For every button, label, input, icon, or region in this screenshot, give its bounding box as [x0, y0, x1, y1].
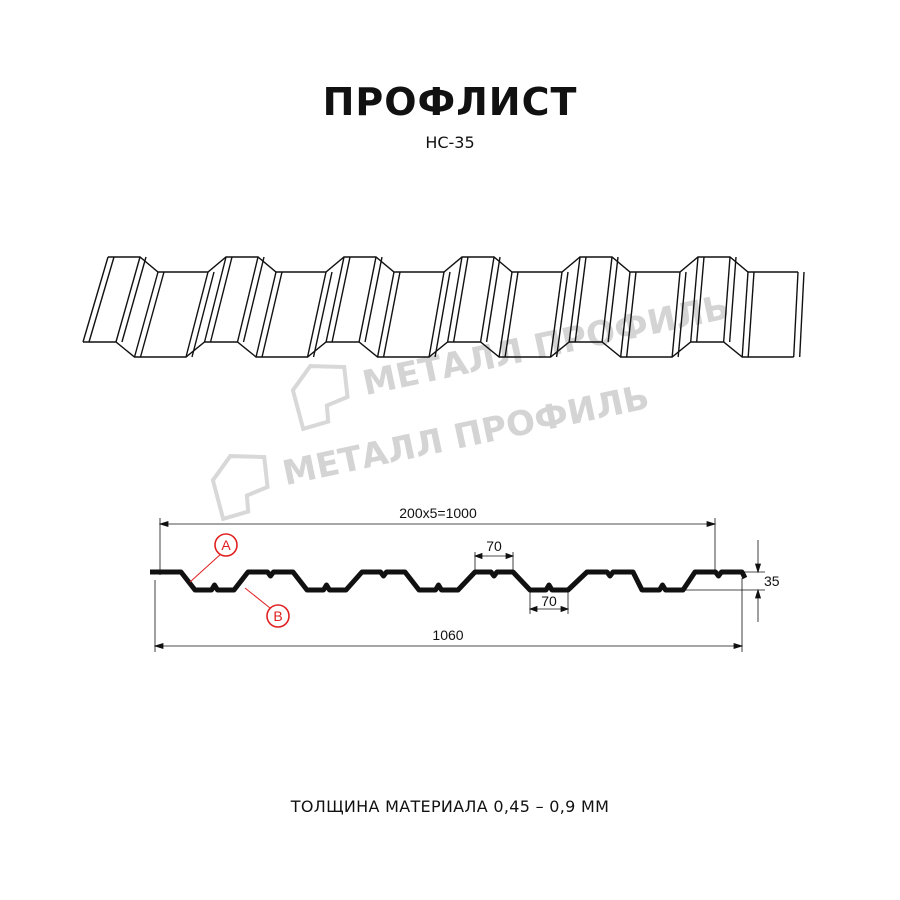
sheet-rib-line: [452, 256, 469, 343]
cover-width-label: 200x5=1000: [399, 505, 477, 521]
watermark-text: МЕТАЛЛ ПРОФИЛЬ: [279, 377, 653, 494]
sheet-rib-line: [209, 256, 233, 343]
sheet-fold-line: [601, 256, 613, 343]
section-outline: [150, 569, 748, 593]
sheet-fold-line: [479, 256, 495, 343]
profile-cross-section: [150, 569, 748, 593]
sheet-fold-line: [306, 271, 327, 358]
sheet-rib-line: [504, 271, 519, 358]
sheet-fold-line: [722, 256, 731, 343]
sheet-rib-line: [625, 271, 637, 358]
sheet-rib-line: [728, 256, 737, 343]
sheet-rib-line: [677, 271, 687, 358]
sheet-fold-line: [690, 256, 699, 343]
sheet-rib-line: [88, 256, 115, 343]
sheet-rib-line: [607, 256, 619, 343]
crest-width-label: 70: [486, 538, 502, 554]
sheet-rib-line: [382, 271, 401, 358]
sheet-bottom-edge: [83, 341, 794, 358]
sheet-rib-line: [242, 256, 265, 343]
sheet-fold-line: [115, 256, 141, 343]
sheet-fold-line: [358, 256, 377, 343]
dimension-lines: [153, 518, 765, 652]
sheet-rib-line: [574, 256, 587, 343]
sheet-rib-line: [121, 256, 147, 343]
sheet-rib-line: [364, 256, 383, 343]
sheet-fold-line: [185, 271, 209, 358]
height-label: 35: [764, 573, 780, 589]
sheet-fold-line: [741, 271, 749, 358]
sheet-rib-line: [434, 271, 451, 358]
sheet-rib-line: [485, 256, 501, 343]
watermark-logo-bottom: МЕТАЛЛ ПРОФИЛЬ: [210, 377, 653, 522]
sheet-rib-line: [312, 271, 333, 358]
profile-sheet-3d: [82, 256, 805, 358]
sheet-rib-line: [555, 271, 569, 358]
sheet-fold-line: [446, 256, 463, 343]
sheet-rib-line: [139, 271, 165, 358]
sheet-fold-line: [793, 271, 799, 358]
sheet-rib-line: [799, 271, 805, 358]
callout-a-label: A: [221, 537, 231, 553]
sheet-fold-line: [498, 271, 513, 358]
sheet-rib-line: [331, 256, 351, 343]
sheet-fold-line: [568, 256, 581, 343]
sheet-fold-line: [428, 271, 445, 358]
sheet-rib-line: [747, 271, 755, 358]
valley-width-label: 70: [541, 593, 557, 609]
sheet-fold-line: [82, 256, 109, 343]
sheet-fold-line: [671, 271, 681, 358]
material-thickness-note: ТОЛЩИНА МАТЕРИАЛА 0,45 – 0,9 ММ: [290, 797, 610, 816]
model-subtitle: НС-35: [425, 133, 475, 152]
total-width-label: 1060: [432, 627, 463, 643]
sheet-fold-line: [203, 256, 227, 343]
sheet-fold-line: [619, 271, 631, 358]
callout-a: A: [189, 533, 238, 583]
sheet-top-edge: [108, 256, 798, 273]
sheet-fold-line: [255, 271, 277, 358]
sheet-fold-line: [549, 271, 563, 358]
callout-b: B: [244, 587, 290, 628]
sheet-rib-line: [696, 256, 705, 343]
callout-b-label: B: [273, 608, 282, 624]
sheet-rib-line: [261, 271, 283, 358]
page-title: ПРОФЛИСТ: [322, 80, 578, 124]
sheet-fold-line: [325, 256, 345, 343]
sheet-fold-line: [133, 271, 159, 358]
sheet-rib-line: [191, 271, 215, 358]
sheet-fold-line: [376, 271, 395, 358]
sheet-fold-line: [236, 256, 259, 343]
